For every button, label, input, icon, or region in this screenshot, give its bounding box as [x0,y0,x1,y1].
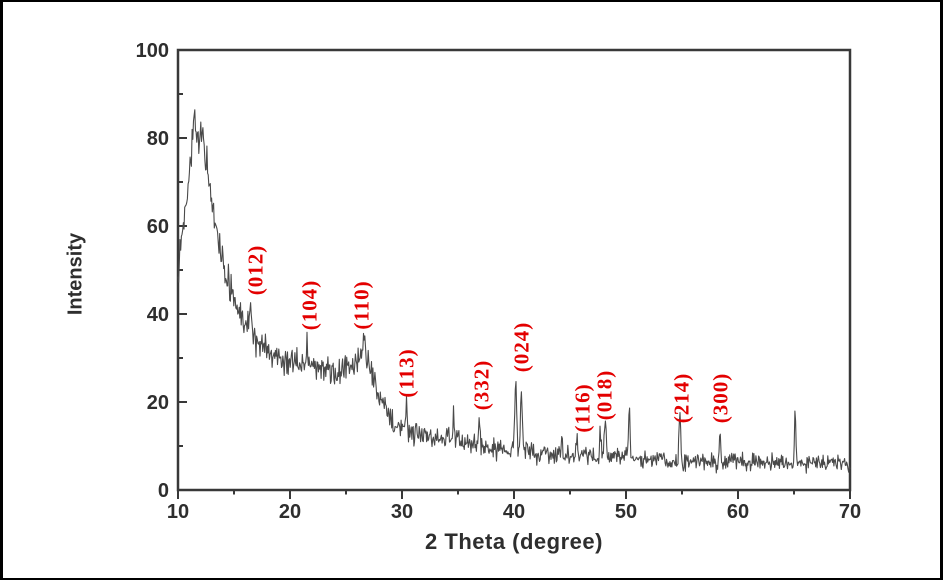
peak-label: (018) [592,370,616,421]
peak-label: (116) [570,383,594,432]
x-axis-title: 2 Theta (degree) [425,529,603,554]
peak-label: (104) [297,280,321,331]
xrd-chart: 10 20 30 40 50 60 70 0 20 40 60 80 100 (012) (104) (110… [136,40,862,523]
peak-label: (300) [708,373,732,424]
x-tick-label: 30 [391,501,413,523]
xrd-trace [177,109,851,474]
peak-label: (110) [349,280,373,329]
x-tick-label: 40 [503,501,525,523]
y-tick-label: 80 [147,128,169,150]
x-tick-label: 70 [839,501,861,523]
peak-label: (332) [469,360,493,411]
y-axis-title: Intensity [64,232,87,316]
peak-label: (214) [669,373,693,424]
y-tick-label: 60 [147,216,169,238]
peak-label: (012) [243,245,267,296]
x-tick-label: 10 [167,501,189,523]
y-tick-label: 40 [147,304,169,326]
peak-label: (024) [509,322,533,373]
peak-label: (113) [394,348,418,397]
y-tick-label: 20 [147,392,169,414]
x-tick-label: 60 [727,501,749,523]
x-tick-label: 50 [615,501,637,523]
x-tick-label: 20 [279,501,301,523]
y-tick-label: 100 [136,40,169,62]
y-tick-label: 0 [158,480,169,502]
